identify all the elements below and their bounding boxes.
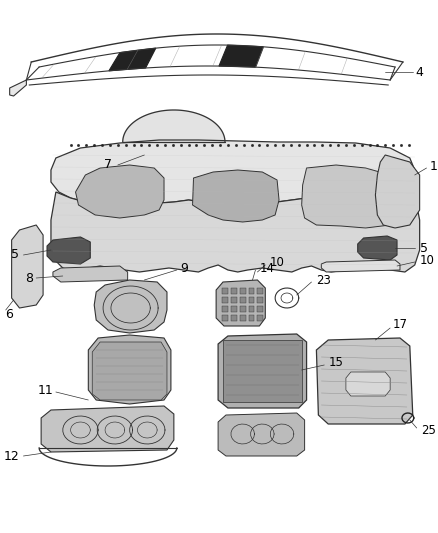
Bar [258, 297, 263, 303]
Bar [222, 297, 228, 303]
Bar [231, 315, 237, 321]
Text: 14: 14 [259, 262, 274, 274]
Bar [249, 306, 254, 312]
Bar [258, 306, 263, 312]
Bar [258, 315, 263, 321]
Text: 6: 6 [5, 309, 13, 321]
Bar [231, 306, 237, 312]
Polygon shape [302, 165, 407, 228]
Polygon shape [346, 372, 390, 396]
Polygon shape [375, 155, 420, 228]
Polygon shape [41, 406, 174, 452]
Text: 7: 7 [104, 158, 112, 172]
Polygon shape [123, 110, 225, 142]
Text: 5: 5 [11, 248, 20, 262]
Polygon shape [193, 170, 279, 222]
Polygon shape [216, 280, 265, 326]
Bar [240, 315, 246, 321]
Bar [222, 306, 228, 312]
Bar [222, 315, 228, 321]
Polygon shape [10, 80, 26, 96]
Text: 9: 9 [181, 262, 189, 274]
Polygon shape [321, 260, 400, 272]
Polygon shape [316, 338, 413, 424]
Polygon shape [47, 237, 90, 264]
Polygon shape [12, 225, 43, 308]
Polygon shape [219, 45, 264, 67]
Text: 10: 10 [269, 256, 284, 270]
Text: 4: 4 [416, 66, 424, 78]
Text: 10: 10 [420, 254, 434, 266]
Bar [231, 297, 237, 303]
Bar [249, 315, 254, 321]
Text: 8: 8 [25, 271, 33, 285]
Bar [231, 288, 237, 294]
Polygon shape [109, 48, 156, 71]
Polygon shape [358, 236, 397, 260]
Polygon shape [51, 185, 420, 272]
Bar [249, 297, 254, 303]
Bar [240, 288, 246, 294]
Polygon shape [218, 334, 307, 408]
Text: 12: 12 [4, 449, 20, 463]
Polygon shape [53, 266, 127, 282]
Polygon shape [218, 413, 304, 456]
Text: 1: 1 [430, 159, 438, 173]
Text: 23: 23 [316, 273, 331, 287]
Text: 5: 5 [420, 241, 427, 254]
Text: 11: 11 [37, 384, 53, 397]
Polygon shape [51, 140, 415, 203]
Polygon shape [75, 165, 164, 218]
Polygon shape [92, 342, 167, 400]
Bar [222, 288, 228, 294]
Bar [223, 340, 302, 402]
Text: 15: 15 [328, 357, 343, 369]
Bar [258, 288, 263, 294]
Polygon shape [88, 335, 171, 404]
Bar [240, 306, 246, 312]
Text: 17: 17 [393, 319, 408, 332]
Text: 25: 25 [420, 424, 435, 437]
Polygon shape [94, 280, 167, 333]
Bar [249, 288, 254, 294]
Bar [240, 297, 246, 303]
